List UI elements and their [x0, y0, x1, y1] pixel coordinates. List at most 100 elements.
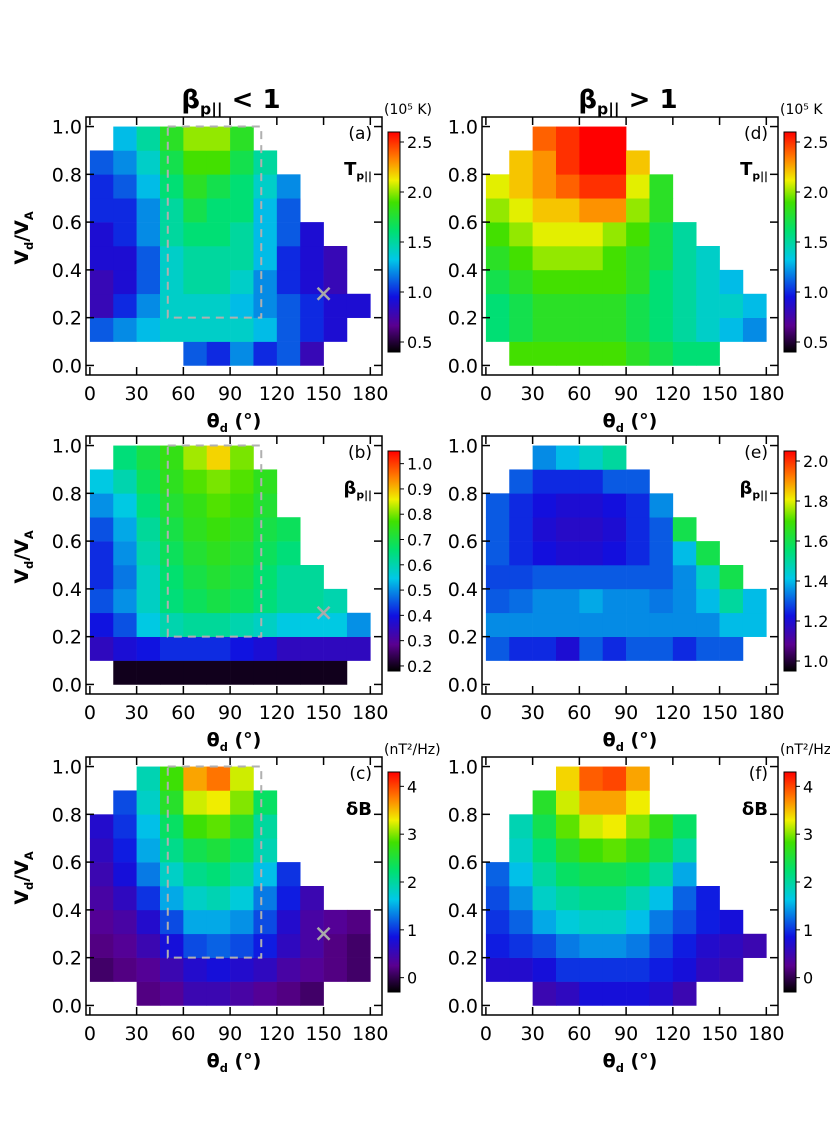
- heatmap-cell: [89, 174, 114, 199]
- y-tick-label: 0.0: [448, 355, 478, 377]
- heatmap-cell: [136, 838, 161, 863]
- heatmap-cell: [649, 246, 674, 271]
- heatmap-cell: [113, 957, 137, 982]
- heatmap-cell: [696, 541, 720, 566]
- heatmap-cell: [485, 933, 510, 958]
- heatmap-cell: [136, 909, 161, 935]
- heatmap-cell: [160, 588, 184, 614]
- heatmap-cell: [183, 293, 208, 318]
- heatmap-cell: [206, 517, 231, 542]
- y-tick-label: 0.4: [52, 260, 82, 282]
- heatmap-cell: [556, 790, 580, 815]
- heatmap-cell: [579, 126, 604, 151]
- x-tick-label: 150: [701, 383, 737, 405]
- heatmap-cell: [696, 909, 720, 935]
- heatmap-cell: [602, 198, 627, 223]
- heatmap-cell: [649, 886, 674, 911]
- heatmap-cell: [532, 246, 557, 271]
- heatmap-cell: [579, 517, 604, 542]
- heatmap-cell: [672, 814, 697, 839]
- heatmap-cell: [626, 293, 650, 318]
- heatmap-cell: [160, 636, 184, 661]
- heatmap-cell: [183, 957, 208, 982]
- colorbar-tick-label: 1.5: [407, 233, 432, 252]
- heatmap-cell: [626, 862, 650, 887]
- heatmap-cell: [113, 790, 137, 815]
- colorbar: [387, 131, 401, 353]
- heatmap-cell: [89, 636, 114, 661]
- heatmap-cell: [276, 660, 301, 685]
- colorbar: [783, 450, 797, 672]
- y-tick-label: 0.6: [448, 852, 478, 874]
- x-tick-label: 150: [305, 702, 341, 724]
- heatmap-cell: [346, 612, 371, 637]
- heatmap-cell: [89, 517, 114, 542]
- heatmap-cell: [672, 541, 697, 566]
- heatmap-cell: [649, 612, 674, 637]
- heatmap-cell: [183, 612, 208, 637]
- colorbar-tick-label: 1.5: [803, 233, 828, 252]
- heatmap-cell: [253, 565, 278, 590]
- heatmap-cell: [136, 517, 161, 542]
- heatmap-cell: [160, 126, 184, 151]
- heatmap-cell: [602, 886, 627, 911]
- heatmap-cell: [136, 198, 161, 223]
- heatmap-cell: [136, 588, 161, 614]
- heatmap-cell: [230, 933, 254, 958]
- heatmap-cell: [206, 246, 231, 271]
- y-tick-label: 0.2: [52, 627, 82, 649]
- heatmap-cell: [183, 174, 208, 199]
- heatmap-cell: [136, 246, 161, 271]
- marker-cross: [316, 286, 331, 301]
- heatmap-cell: [346, 636, 371, 661]
- heatmap-cell: [556, 246, 580, 271]
- heatmap-cell: [579, 198, 604, 223]
- heatmap-cell: [230, 341, 254, 366]
- heatmap-cell: [579, 766, 604, 791]
- heatmap-cell: [509, 198, 533, 223]
- heatmap-cell: [276, 317, 301, 342]
- y-tick-label: 0.8: [52, 804, 82, 826]
- heatmap-cell: [485, 246, 510, 271]
- heatmap-cell: [556, 588, 580, 614]
- heatmap-cell: [183, 517, 208, 542]
- heatmap-cell: [89, 317, 114, 342]
- heatmap-cell: [136, 862, 161, 887]
- panel-tag: (e): [744, 443, 768, 463]
- heatmap-cell: [602, 269, 627, 295]
- heatmap-cell: [626, 957, 650, 982]
- heatmap-cell: [253, 246, 278, 271]
- heatmap-cell: [89, 469, 114, 494]
- heatmap-cell: [626, 886, 650, 911]
- heatmap-cell: [206, 541, 231, 566]
- x-tick-label: 90: [218, 702, 242, 724]
- heatmap-cell: [696, 933, 720, 958]
- y-tick-label: 1.0: [52, 757, 82, 779]
- colorbar-tick-label: 1.0: [407, 283, 432, 302]
- y-tick-label: 0.6: [52, 212, 82, 234]
- heatmap-cell: [532, 341, 557, 366]
- heatmap-cell: [160, 445, 184, 470]
- y-tick-label: 0.2: [52, 948, 82, 970]
- heatmap-cell: [183, 814, 208, 839]
- colorbar-tick-label: 0.4: [407, 606, 432, 625]
- x-tick-label: 30: [125, 383, 149, 405]
- x-axis-label-part: d: [220, 421, 228, 435]
- colorbar-tick-label: 0.3: [407, 632, 432, 651]
- heatmap-cell: [672, 862, 697, 887]
- y-axis-label: Vd/VA: [11, 851, 36, 905]
- heatmap-cell: [579, 838, 604, 863]
- heatmap-cell: [89, 838, 114, 863]
- colorbar-tick-label: 0: [407, 969, 417, 988]
- colorbar-tick-label: 2.5: [407, 133, 432, 152]
- heatmap-cell: [556, 981, 580, 1006]
- heatmap-cell: [300, 565, 324, 590]
- heatmap-cell: [485, 886, 510, 911]
- heatmap-cell: [206, 886, 231, 911]
- colorbar-tick-label: 0.9: [407, 480, 432, 499]
- heatmap-cell: [626, 909, 650, 935]
- heatmap-cell: [532, 469, 557, 494]
- heatmap-cell: [253, 838, 278, 863]
- heatmap-cell: [160, 517, 184, 542]
- heatmap-cell: [136, 790, 161, 815]
